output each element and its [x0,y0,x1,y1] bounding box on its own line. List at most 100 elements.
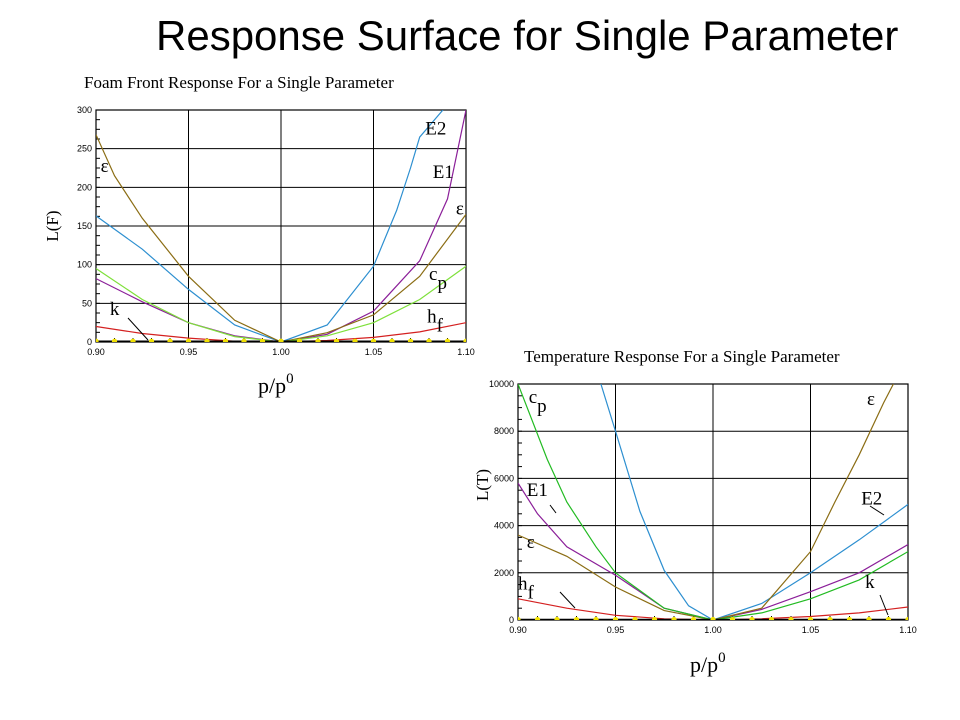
series-point-k [905,616,908,620]
series-point-k [573,616,580,620]
series-point-k [333,338,340,342]
series-point-k [749,616,755,620]
series-point-k [148,338,155,342]
series-point-k [534,616,541,620]
series-point-k [729,616,736,620]
series-point-k [259,338,266,342]
series-point-k [370,338,377,342]
y-tick-label: 250 [77,144,92,154]
series-line-h [518,598,908,620]
series-point-k [241,338,247,342]
x-tick-label: 0.90 [87,347,105,357]
curve-label-h: hf [518,573,535,603]
label-leader-e1 [549,504,557,514]
series-point-k [593,616,599,620]
series-line-c [518,384,908,620]
curve-label-e1: E1 [433,162,454,183]
y-tick-label: 0 [509,615,514,625]
curve-label-k: k [110,299,120,320]
x-axis-label: p/p0 [690,650,726,677]
series-group [96,110,466,342]
y-axis-label: L(F) [43,210,62,241]
x-tick-label: 0.95 [180,347,198,357]
series-point-k [807,616,814,620]
series-point-k [111,338,118,342]
series-point-k [407,338,414,342]
label-leader-e2 [869,505,885,516]
series-point-k [426,338,432,342]
x-tick-label: 1.00 [272,347,290,357]
x-tick-label: 1.10 [457,347,475,357]
series-point-k [632,616,638,620]
x-tick-label: 1.05 [802,625,820,635]
series-point-k [710,616,716,620]
curve-label-epsilon: ε [527,532,535,553]
series-group [518,384,908,620]
y-tick-label: 8000 [494,426,514,436]
series-line-e2 [600,384,908,620]
series-point-k [885,616,892,620]
series-point-k [788,616,794,620]
x-axis-label: p/p0 [258,371,294,398]
series-point-k [612,616,619,620]
x-tick-label: 1.00 [704,625,722,635]
y-tick-label: 50 [82,298,92,308]
series-point-k [130,338,136,342]
series-line-e1 [96,110,466,342]
curve-label-k: k [865,572,875,593]
series-point-k [352,338,358,342]
series-point-k [463,338,466,342]
curve-label-e2: E2 [425,119,446,140]
y-tick-label: 2000 [494,568,514,578]
series-line-epsilon [518,384,894,620]
label-leader-k [879,594,889,616]
curve-label-c: cp [529,387,547,417]
curve-label-h: hf [427,307,444,337]
y-axis-label: L(T) [473,469,492,501]
y-tick-label: 6000 [494,473,514,483]
series-point-k [690,616,697,620]
series-line-c [96,265,466,342]
series-point-k [96,338,99,342]
label-leader-k [127,317,149,341]
series-point-k [315,338,321,342]
series-point-k [185,338,192,342]
curve-label-epsilon: ε [456,198,464,219]
curve-label-e2: E2 [861,488,882,509]
curve-label-c: cp [429,264,447,294]
series-point-k [278,338,284,342]
series-point-k [204,338,210,342]
x-tick-label: 0.95 [607,625,625,635]
series-line-h [96,322,466,342]
series-line-e2 [96,110,444,342]
series-point-k [827,616,833,620]
series-point-k [167,338,173,342]
series-point-k [866,616,872,620]
series-point-k [554,616,560,620]
y-tick-label: 0 [87,337,92,347]
curve-label-epsilon: ε [101,156,109,177]
series-point-k [444,338,451,342]
x-tick-label: 1.10 [899,625,917,635]
curve-label-e1: E1 [527,480,548,501]
y-tick-label: 100 [77,260,92,270]
y-tick-label: 300 [77,105,92,115]
chart-title: Foam Front Response For a Single Paramet… [84,73,394,92]
x-tick-label: 0.90 [509,625,527,635]
y-tick-label: 200 [77,182,92,192]
label-leader-hf [559,591,576,609]
chart-title: Temperature Response For a Single Parame… [524,347,840,366]
series-point-k [846,616,853,620]
series-line-epsilon [96,134,466,342]
series-point-k [296,338,303,342]
y-tick-label: 150 [77,221,92,231]
y-tick-label: 10000 [489,379,514,389]
series-point-k [651,616,658,620]
series-point-k [518,616,521,620]
x-tick-label: 1.05 [365,347,383,357]
series-point-k [768,616,775,620]
y-tick-label: 4000 [494,521,514,531]
curve-label-epsilon: ε [867,389,875,410]
